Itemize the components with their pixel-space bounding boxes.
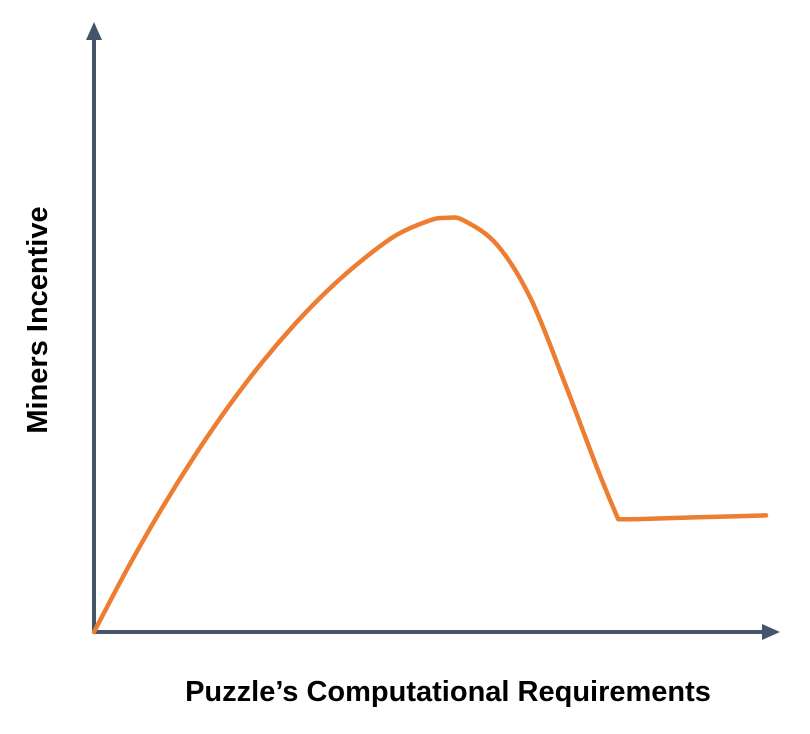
y-axis-arrow-icon xyxy=(86,22,102,40)
x-axis-label: Puzzle’s Computational Requirements xyxy=(185,676,711,708)
series-line xyxy=(91,215,769,635)
y-axis-label: Miners Incentive xyxy=(22,206,54,433)
series-layer xyxy=(91,215,769,635)
axes xyxy=(86,22,780,640)
x-axis-arrow-icon xyxy=(762,624,780,640)
